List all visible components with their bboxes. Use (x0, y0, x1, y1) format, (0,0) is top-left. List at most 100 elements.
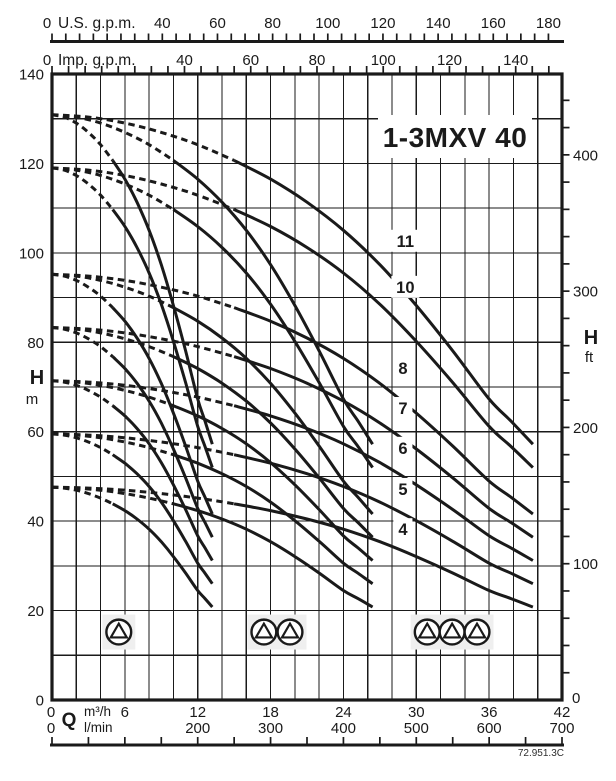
pump-icon (105, 618, 133, 646)
curve-11stage-1pump (111, 159, 214, 445)
curve-5stage-3pump (233, 453, 534, 586)
meters-tick-label: 100 (19, 245, 44, 262)
curve-11stage-3pump-dashed (51, 113, 235, 162)
curve-11stage-2pump (172, 159, 374, 446)
head-axis-symbol-left: H (30, 367, 44, 389)
lmin-tick-label: 500 (404, 720, 429, 737)
curve-7stage-1pump (111, 355, 214, 538)
m3h-tick-label: 30 (408, 704, 425, 721)
curve-8stage-1pump (111, 306, 214, 515)
lmin-tick-label: 600 (477, 720, 502, 737)
curve-10stage-1pump (111, 208, 214, 468)
curve-8stage-1pump-dashed (51, 272, 114, 309)
plot-border (50, 72, 564, 702)
meters-tick-label: 40 (27, 514, 44, 531)
curve-10stage-1pump-dashed (51, 166, 114, 211)
pump-icon (438, 618, 466, 646)
flow-axis-unit-m3h: m³/h (84, 704, 111, 719)
imp-gpm-tick-label: 40 (176, 52, 193, 69)
curve-6stage-2pump (172, 404, 374, 562)
curve-7stage-2pump (172, 355, 374, 539)
curve-label-4-stages: 4 (398, 521, 408, 539)
us-gpm-tick-label: 140 (426, 15, 451, 32)
y-axis-meters: 0 20 40 60 80 100 120 140 (19, 67, 44, 710)
curve-6stage-1pump-dashed (51, 379, 114, 407)
head-axis-unit-feet: ft (585, 349, 594, 366)
grid (52, 74, 562, 700)
us-gpm-tick-label: 60 (209, 15, 226, 32)
curve-5stage-1pump-dashed (51, 432, 114, 456)
curve-10stage-3pump (233, 208, 534, 469)
meters-tick-label: 60 (27, 424, 44, 441)
curve-4stage-2pump (173, 502, 374, 609)
imp-gpm-tick-label: 80 (309, 52, 326, 69)
lmin-tick-label: 700 (549, 720, 574, 737)
curve-8stage-3pump-dashed (51, 272, 235, 310)
curve-6stage-3pump (233, 404, 534, 562)
pump-curves (51, 113, 534, 609)
imp-gpm-axis-name: Imp. g.p.m. (58, 52, 136, 69)
title-backdrop (378, 115, 532, 158)
curve-6stage-3pump-dashed (51, 379, 235, 408)
feet-tick-label: 300 (573, 284, 598, 301)
curve-label-7-stages: 7 (398, 400, 407, 418)
curve-4stage-1pump (111, 502, 214, 608)
curve-7stage-3pump-dashed (51, 326, 235, 359)
pump-icon (413, 618, 441, 646)
m3h-tick-label: 12 (189, 704, 206, 721)
curve-4stage-3pump-dashed (51, 485, 235, 506)
curve-label-11-stages: 11 (397, 233, 414, 251)
m3h-tick-label: 6 (121, 704, 129, 721)
meters-tick-label: 140 (19, 67, 44, 84)
curve-label-10-stages: 10 (396, 279, 414, 297)
pump-icon (463, 618, 491, 646)
curve-label-6-stages: 6 (398, 440, 407, 458)
imp-gpm-tick-label: 140 (503, 52, 528, 69)
curve-6stage-1pump (111, 404, 214, 562)
m3h-tick-label: 18 (262, 704, 279, 721)
curve-label-5-stages: 5 (398, 481, 407, 499)
curve-10stage-3pump-dashed (51, 166, 235, 211)
lmin-zero-label: 0 (47, 720, 55, 737)
imp-gpm-zero-label: 0 (43, 52, 51, 69)
flow-axis-symbol: Q (62, 710, 77, 731)
feet-tick-label: 100 (573, 556, 598, 573)
us-gpm-axis-name: U.S. g.p.m. (58, 15, 136, 32)
us-gpm-tick-label: 40 (154, 15, 171, 32)
us-gpm-tick-label: 120 (370, 15, 395, 32)
curve-11stage-3pump (233, 159, 534, 446)
imp-gpm-tick-label: 100 (371, 52, 396, 69)
curve-labels: 11 10 8 7 6 5 4 (391, 229, 420, 541)
lmin-tick-label: 200 (185, 720, 210, 737)
chart-title: 1-3MXV 40 (383, 122, 528, 153)
feet-tick-label: 400 (573, 147, 598, 164)
us-gpm-tick-label: 180 (536, 15, 561, 32)
us-gpm-tick-label: 80 (264, 15, 281, 32)
curve-5stage-3pump-dashed (51, 432, 235, 457)
feet-zero-label: 0 (572, 690, 580, 707)
curve-10stage-2pump (172, 208, 374, 469)
meters-tick-label: 80 (27, 335, 44, 352)
meters-tick-label: 0 (36, 693, 44, 710)
us-gpm-tick-label: 100 (315, 15, 340, 32)
curve-8stage-3pump (233, 306, 534, 516)
lmin-tick-label: 400 (331, 720, 356, 737)
pump-icon (276, 618, 304, 646)
m3h-zero-label: 0 (47, 704, 55, 721)
curve-4stage-1pump-dashed (51, 485, 114, 506)
curve-8stage-2pump (172, 306, 374, 515)
imp-gpm-tick-label: 60 (242, 52, 259, 69)
m3h-tick-label: 42 (554, 704, 571, 721)
pump-icon (250, 618, 278, 646)
feet-tick-label: 200 (573, 420, 598, 437)
curve-11stage-1pump-dashed (51, 113, 114, 162)
x-axis-flow: 6 12 18 24 30 36 42 200 300 400 500 600 700 (50, 704, 575, 747)
flow-axis-unit-lmin: l/min (84, 720, 113, 735)
m3h-tick-label: 24 (335, 704, 352, 721)
us-gpm-zero-label: 0 (43, 15, 51, 32)
head-axis-unit-meters: m (26, 391, 39, 408)
imp-gpm-tick-label: 120 (437, 52, 462, 69)
